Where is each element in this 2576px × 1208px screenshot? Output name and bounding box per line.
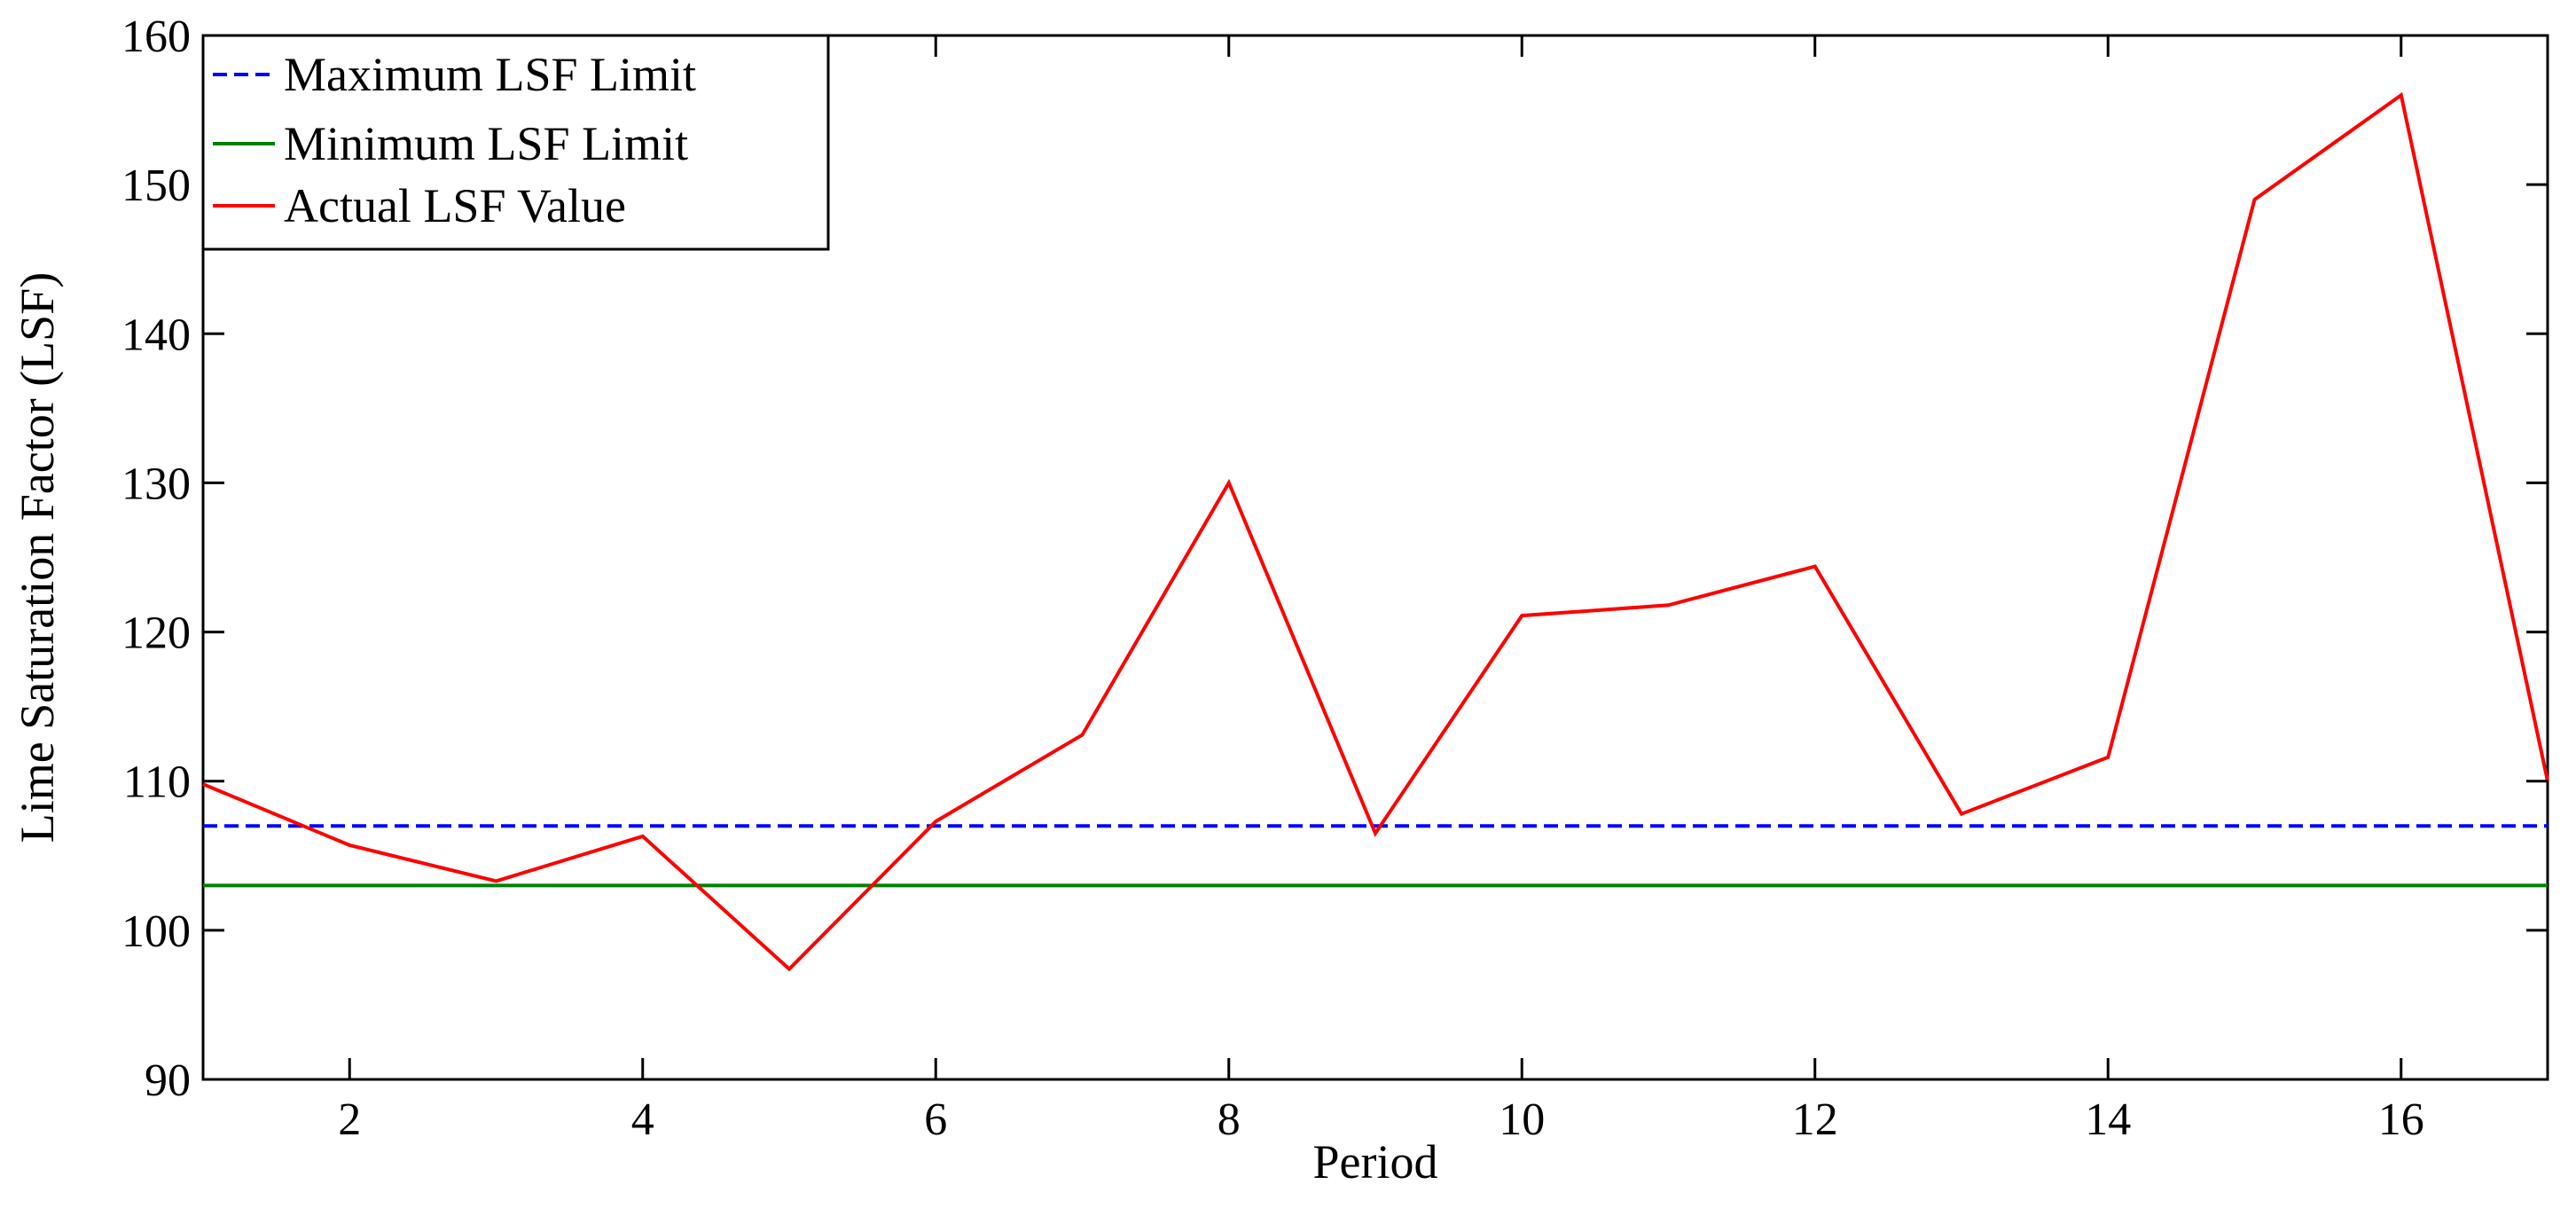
y-tick-label: 120 (121, 608, 191, 659)
y-tick-label: 130 (121, 459, 191, 509)
y-axis-title: Lime Saturation Factor (LSF) (11, 272, 64, 843)
plot-area-frame (201, 34, 2549, 1081)
y-tick-label: 140 (121, 310, 191, 360)
y-tick-label: 100 (121, 906, 191, 957)
legend-label-actual-lsf-value: Actual LSF Value (284, 179, 626, 232)
x-tick-label: 4 (631, 1094, 654, 1145)
legend-label-maximum-lsf-limit: Maximum LSF Limit (284, 48, 696, 101)
x-tick-label: 6 (924, 1094, 947, 1145)
legend-box (201, 34, 830, 251)
legend: Maximum LSF Limit Minimum LSF Limit Actual… (201, 34, 830, 251)
y-tick-label: 90 (145, 1055, 191, 1106)
x-tick-label: 12 (1792, 1094, 1838, 1145)
x-axis-title: Period (1313, 1135, 1438, 1188)
x-tick-label: 8 (1218, 1094, 1241, 1145)
tick-label-layer: 2 4 6 8 10 12 14 16 90 100 110 120 130 140 150 160 (121, 12, 2424, 1145)
y-tick-label: 150 (121, 161, 191, 211)
x-tick-label: 2 (338, 1094, 361, 1145)
x-tick-label: 16 (2378, 1094, 2424, 1145)
y-tick-label: 110 (123, 757, 191, 808)
legend-label-minimum-lsf-limit: Minimum LSF Limit (284, 117, 688, 170)
x-tick-label: 14 (2085, 1094, 2131, 1145)
series-layer (202, 91, 2549, 972)
legend-items: Maximum LSF Limit Minimum LSF Limit Actual… (213, 48, 696, 232)
series-line-actual-lsf-value (202, 91, 2549, 972)
y-tick-label: 160 (121, 12, 191, 62)
x-tick-label: 10 (1499, 1094, 1545, 1145)
